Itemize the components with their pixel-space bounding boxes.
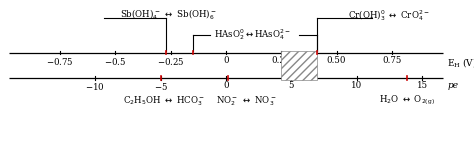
Bar [281, 51, 317, 80]
Text: 0: 0 [223, 81, 229, 90]
Text: E$_\mathregular{H}$ (V): E$_\mathregular{H}$ (V) [447, 56, 474, 69]
Text: 0.25: 0.25 [272, 56, 291, 65]
Text: $-$10: $-$10 [85, 81, 105, 92]
Text: $-$0.5: $-$0.5 [104, 56, 127, 67]
Text: pe: pe [447, 81, 458, 90]
Text: 0: 0 [223, 56, 229, 65]
Text: 0.75: 0.75 [382, 56, 401, 65]
Text: Sb(OH)$_4^-$ $\leftrightarrow$ Sb(OH)$_6^-$: Sb(OH)$_4^-$ $\leftrightarrow$ Sb(OH)$_6… [120, 8, 217, 22]
Text: NO$_2^-$ $\leftrightarrow$ NO$_3^-$: NO$_2^-$ $\leftrightarrow$ NO$_3^-$ [216, 94, 276, 108]
Text: $-$0.75: $-$0.75 [46, 56, 74, 67]
Text: 5: 5 [289, 81, 294, 90]
Text: $-$5: $-$5 [154, 81, 167, 92]
Text: C$_2$H$_5$OH $\leftrightarrow$ HCO$_3^-$: C$_2$H$_5$OH $\leftrightarrow$ HCO$_3^-$ [123, 94, 205, 108]
Text: Cr(OH)$_3^0$ $\leftrightarrow$ CrO$_4^{2-}$: Cr(OH)$_3^0$ $\leftrightarrow$ CrO$_4^{2… [347, 8, 429, 23]
Text: HAsO$_2^0$$\leftrightarrow$HAsO$_4^{2-}$: HAsO$_2^0$$\leftrightarrow$HAsO$_4^{2-}$ [214, 27, 291, 42]
Text: 0.50: 0.50 [327, 56, 346, 65]
Text: H$_2$O $\leftrightarrow$ O$_{2(\mathregular{g})}$: H$_2$O $\leftrightarrow$ O$_{2(\mathregu… [379, 94, 435, 107]
Text: 15: 15 [417, 81, 428, 90]
Text: 10: 10 [351, 81, 363, 90]
Text: $-$0.25: $-$0.25 [157, 56, 184, 67]
